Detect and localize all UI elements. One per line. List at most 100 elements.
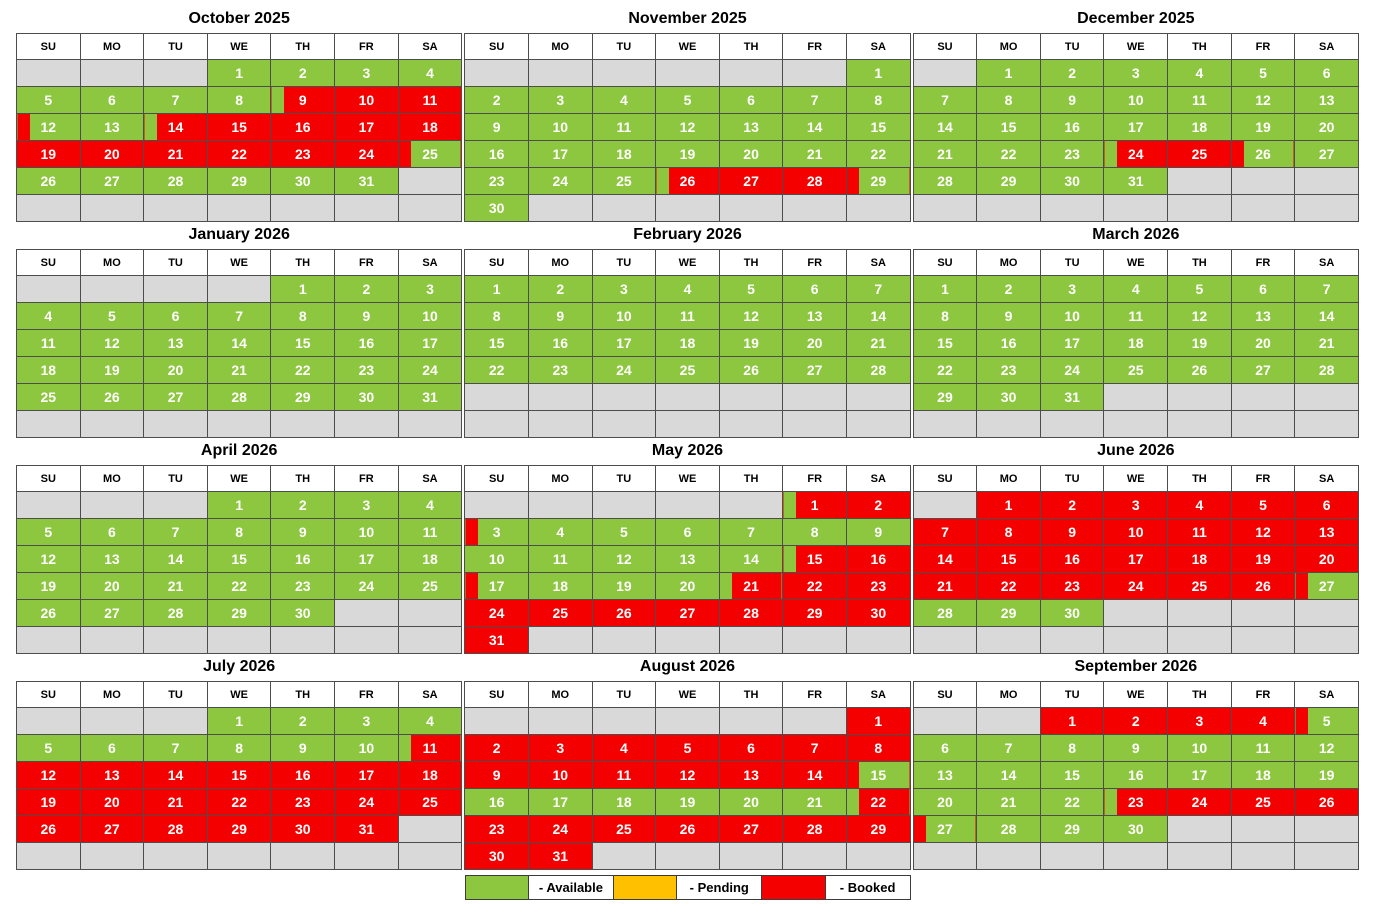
- day-cell[interactable]: 15: [976, 545, 1041, 573]
- day-cell[interactable]: 7: [976, 734, 1041, 762]
- day-cell[interactable]: 20: [782, 329, 847, 357]
- day-cell[interactable]: 23: [270, 788, 336, 816]
- day-cell[interactable]: 21: [143, 788, 208, 816]
- day-cell[interactable]: 28: [782, 167, 847, 195]
- day-cell[interactable]: 11: [591, 761, 657, 789]
- day-cell[interactable]: 22: [464, 356, 529, 384]
- day-cell[interactable]: 9: [1103, 734, 1169, 762]
- day-cell[interactable]: 2: [845, 491, 911, 519]
- day-cell[interactable]: 1: [845, 707, 911, 735]
- day-cell[interactable]: 24: [527, 167, 593, 195]
- day-cell[interactable]: 6: [782, 275, 847, 303]
- day-cell[interactable]: 4: [1167, 491, 1232, 519]
- day-cell[interactable]: 6: [912, 734, 978, 762]
- day-cell[interactable]: 26: [16, 599, 81, 627]
- day-cell[interactable]: 8: [845, 86, 911, 114]
- day-cell[interactable]: 5: [16, 518, 81, 546]
- day-cell[interactable]: 18: [1167, 545, 1232, 573]
- day-cell[interactable]: 25: [527, 599, 593, 627]
- day-cell[interactable]: 8: [206, 734, 272, 762]
- day-cell[interactable]: 31: [527, 842, 593, 870]
- day-cell[interactable]: 17: [527, 140, 593, 168]
- day-cell[interactable]: 24: [1039, 356, 1105, 384]
- day-cell[interactable]: 21: [143, 140, 208, 168]
- day-cell[interactable]: 19: [16, 788, 81, 816]
- day-cell[interactable]: 17: [1103, 545, 1169, 573]
- day-cell[interactable]: 29: [206, 815, 272, 843]
- day-cell[interactable]: 25: [397, 140, 463, 168]
- day-cell[interactable]: 10: [1039, 302, 1105, 330]
- day-cell[interactable]: 23: [1103, 788, 1169, 816]
- day-cell[interactable]: 2: [527, 275, 593, 303]
- day-cell[interactable]: 12: [1230, 518, 1296, 546]
- day-cell[interactable]: 20: [1294, 113, 1359, 141]
- day-cell[interactable]: 21: [206, 356, 272, 384]
- day-cell[interactable]: 2: [976, 275, 1041, 303]
- day-cell[interactable]: 16: [270, 761, 336, 789]
- day-cell[interactable]: 1: [912, 275, 978, 303]
- day-cell[interactable]: 10: [1103, 86, 1169, 114]
- day-cell[interactable]: 14: [782, 113, 847, 141]
- day-cell[interactable]: 3: [1167, 707, 1232, 735]
- day-cell[interactable]: 19: [16, 140, 81, 168]
- day-cell[interactable]: 23: [270, 572, 336, 600]
- day-cell[interactable]: 14: [1294, 302, 1359, 330]
- day-cell[interactable]: 22: [976, 572, 1041, 600]
- day-cell[interactable]: 18: [397, 761, 463, 789]
- day-cell[interactable]: 26: [1230, 572, 1296, 600]
- day-cell[interactable]: 14: [143, 545, 208, 573]
- day-cell[interactable]: 3: [464, 518, 529, 546]
- day-cell[interactable]: 17: [397, 329, 463, 357]
- day-cell[interactable]: 18: [16, 356, 81, 384]
- day-cell[interactable]: 23: [845, 572, 911, 600]
- day-cell[interactable]: 20: [1294, 545, 1359, 573]
- day-cell[interactable]: 23: [464, 815, 529, 843]
- day-cell[interactable]: 15: [976, 113, 1041, 141]
- day-cell[interactable]: 21: [143, 572, 208, 600]
- day-cell[interactable]: 21: [1294, 329, 1359, 357]
- day-cell[interactable]: 8: [464, 302, 529, 330]
- day-cell[interactable]: 25: [1230, 788, 1296, 816]
- day-cell[interactable]: 9: [976, 302, 1041, 330]
- day-cell[interactable]: 19: [655, 140, 720, 168]
- day-cell[interactable]: 22: [845, 140, 911, 168]
- day-cell[interactable]: 22: [206, 572, 272, 600]
- day-cell[interactable]: 16: [527, 329, 593, 357]
- day-cell[interactable]: 18: [1230, 761, 1296, 789]
- day-cell[interactable]: 9: [334, 302, 399, 330]
- day-cell[interactable]: 28: [845, 356, 911, 384]
- day-cell[interactable]: 14: [206, 329, 272, 357]
- day-cell[interactable]: 19: [718, 329, 784, 357]
- day-cell[interactable]: 26: [1167, 356, 1232, 384]
- day-cell[interactable]: 11: [397, 518, 463, 546]
- day-cell[interactable]: 18: [527, 572, 593, 600]
- day-cell[interactable]: 15: [270, 329, 336, 357]
- day-cell[interactable]: 19: [655, 788, 720, 816]
- day-cell[interactable]: 6: [655, 518, 720, 546]
- day-cell[interactable]: 2: [270, 59, 336, 87]
- day-cell[interactable]: 15: [912, 329, 978, 357]
- day-cell[interactable]: 5: [718, 275, 784, 303]
- day-cell[interactable]: 13: [782, 302, 847, 330]
- day-cell[interactable]: 24: [464, 599, 529, 627]
- day-cell[interactable]: 17: [1103, 113, 1169, 141]
- day-cell[interactable]: 3: [1103, 59, 1169, 87]
- day-cell[interactable]: 25: [591, 167, 657, 195]
- day-cell[interactable]: 18: [655, 329, 720, 357]
- day-cell[interactable]: 11: [397, 86, 463, 114]
- day-cell[interactable]: 28: [206, 383, 272, 411]
- day-cell[interactable]: 28: [912, 167, 978, 195]
- day-cell[interactable]: 10: [397, 302, 463, 330]
- day-cell[interactable]: 28: [782, 815, 847, 843]
- day-cell[interactable]: 25: [397, 572, 463, 600]
- day-cell[interactable]: 16: [464, 140, 529, 168]
- day-cell[interactable]: 30: [845, 599, 911, 627]
- day-cell[interactable]: 10: [334, 734, 399, 762]
- day-cell[interactable]: 29: [912, 383, 978, 411]
- day-cell[interactable]: 27: [655, 599, 720, 627]
- day-cell[interactable]: 26: [655, 167, 720, 195]
- day-cell[interactable]: 16: [270, 545, 336, 573]
- day-cell[interactable]: 7: [143, 734, 208, 762]
- day-cell[interactable]: 17: [464, 572, 529, 600]
- day-cell[interactable]: 22: [270, 356, 336, 384]
